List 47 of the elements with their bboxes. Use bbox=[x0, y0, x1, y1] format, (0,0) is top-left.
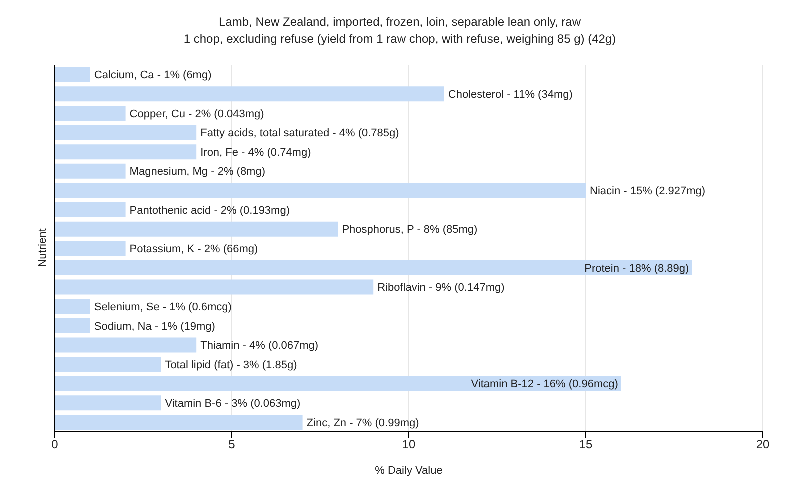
bar bbox=[55, 86, 444, 102]
y-tick-label: Iron, Fe - 4% (0.74mg) bbox=[200, 146, 312, 159]
y-tick-label: Niacin - 15% (2.927mg) bbox=[590, 186, 706, 198]
bar bbox=[55, 260, 692, 276]
y-axis-title: Nutrient bbox=[37, 228, 49, 270]
bar bbox=[55, 396, 162, 411]
bar bbox=[55, 144, 197, 160]
bar bbox=[55, 338, 197, 353]
y-tick-label: Fatty acids, total saturated - 4% (0.785g) bbox=[200, 128, 400, 140]
bar bbox=[55, 164, 126, 179]
bar bbox=[55, 106, 126, 121]
y-tick-label: Total lipid (fat) - 3% (1.85g) bbox=[165, 359, 298, 372]
bar bbox=[55, 67, 90, 82]
bar bbox=[55, 202, 126, 218]
bar bbox=[55, 318, 90, 334]
bar bbox=[55, 280, 374, 295]
bar bbox=[55, 299, 90, 314]
y-tick-label: Calcium, Ca - 1% (6mg) bbox=[94, 70, 212, 82]
y-tick-label: Sodium, Na - 1% (19mg) bbox=[94, 320, 216, 333]
bar bbox=[55, 376, 622, 392]
y-tick-label: Selenium, Se - 1% (0.6mcg) bbox=[94, 301, 232, 314]
y-tick-label: Pantothenic acid - 2% (0.193mg) bbox=[130, 204, 290, 217]
x-tick-label: 5 bbox=[228, 438, 236, 452]
x-tick-label: 10 bbox=[402, 438, 416, 452]
x-axis-title: % Daily Value bbox=[374, 465, 444, 477]
y-tick-label: Copper, Cu - 2% (0.043mg) bbox=[130, 108, 264, 120]
y-tick-label: Magnesium, Mg - 2% (8mg) bbox=[130, 166, 266, 178]
chart-title: Lamb, New Zealand, imported, frozen, loin, separable lean only, raw bbox=[218, 14, 582, 31]
y-tick-label: Vitamin B-6 - 3% (0.063mg) bbox=[165, 398, 301, 410]
x-tick-label: 0 bbox=[52, 438, 59, 452]
y-tick-label: Vitamin B-12 - 16% (0.96mcg) bbox=[471, 378, 618, 391]
y-tick-label: Zinc, Zn - 7% (0.99mg) bbox=[306, 417, 420, 430]
bar bbox=[55, 357, 162, 372]
y-tick-label: Potassium, K - 2% (66mg) bbox=[130, 244, 258, 256]
x-tick-label: 20 bbox=[756, 438, 770, 452]
bar bbox=[55, 222, 338, 237]
chart-subtitle: 1 chop, excluding refuse (yield from 1 raw chop, with refuse, weighing 85 g) (42g) bbox=[182, 31, 618, 48]
bar bbox=[55, 241, 126, 256]
bar bbox=[55, 125, 197, 140]
bar bbox=[55, 183, 586, 198]
y-tick-label: Phosphorus, P - 8% (85mg) bbox=[342, 224, 478, 236]
y-tick-label: Riboflavin - 9% (0.147mg) bbox=[378, 282, 505, 294]
y-tick-label: Protein - 18% (8.89g) bbox=[584, 262, 690, 275]
x-tick-label: 15 bbox=[579, 438, 593, 452]
y-tick-label: Cholesterol - 11% (34mg) bbox=[448, 88, 573, 101]
bar bbox=[55, 415, 303, 430]
y-tick-label: Thiamin - 4% (0.067mg) bbox=[200, 340, 319, 352]
